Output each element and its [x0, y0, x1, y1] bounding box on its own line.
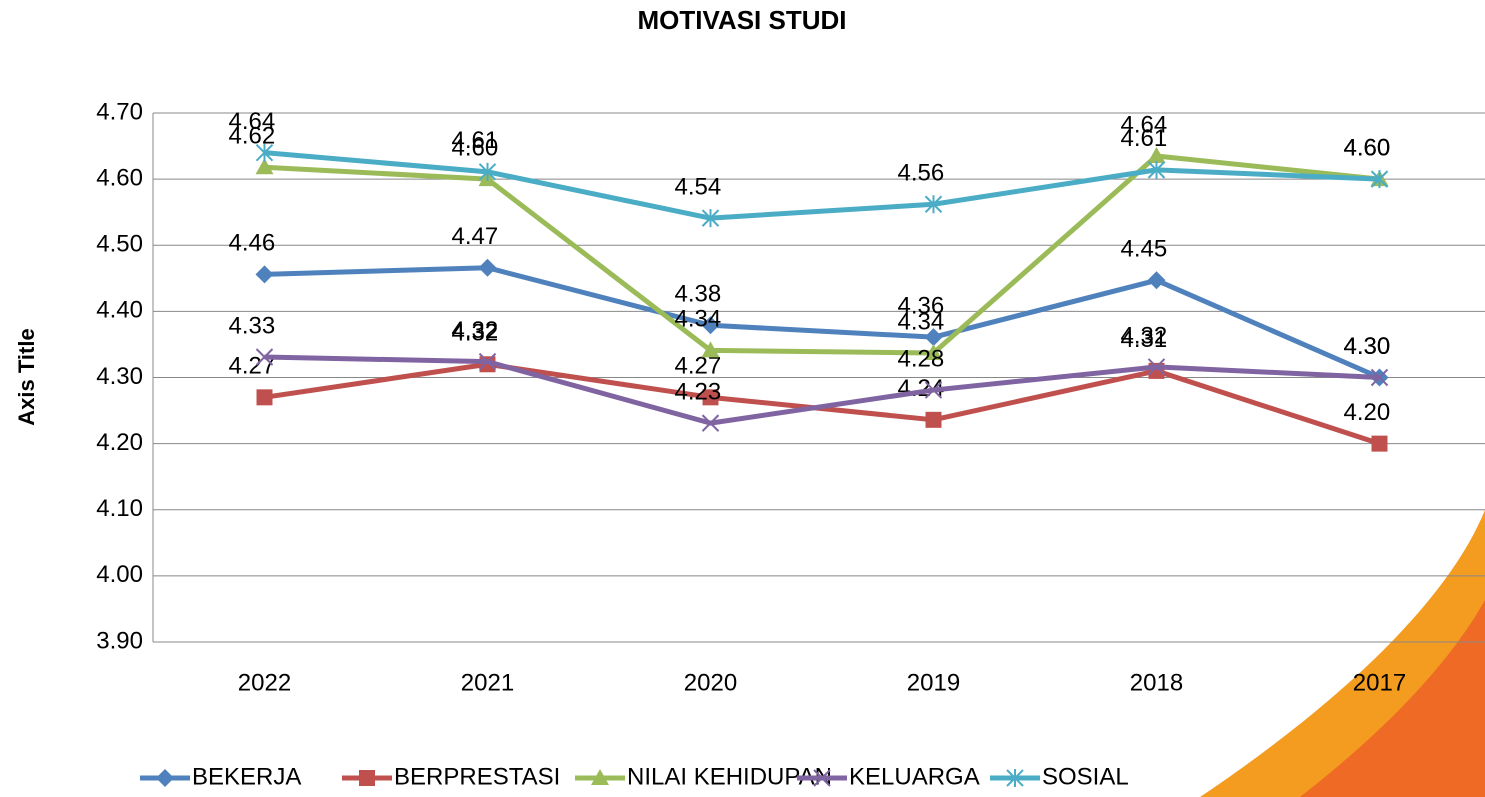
x-tick-label: 2021 [461, 669, 514, 696]
point [1370, 368, 1389, 387]
series-line [264, 265, 1381, 380]
data-label: 4.46 [229, 230, 276, 257]
data-label: 4.33 [229, 312, 276, 339]
series-line [264, 153, 1380, 356]
data-label: 4.32 [452, 317, 499, 344]
point [255, 348, 274, 366]
legend-marker [156, 769, 174, 787]
y-tick-label: 4.50 [96, 231, 143, 258]
data-label: 4.60 [452, 134, 499, 161]
point [1371, 435, 1388, 452]
y-axis-title: Axis Title [14, 328, 39, 425]
decoration [1300, 600, 1485, 797]
point [701, 414, 720, 432]
point [924, 195, 943, 214]
data-label: 4.32 [452, 320, 499, 347]
point [256, 389, 273, 406]
point [702, 389, 719, 406]
point [1147, 271, 1166, 290]
y-tick-label: 4.20 [96, 429, 143, 456]
y-tick-label: 3.90 [96, 627, 143, 654]
data-label: 4.30 [1344, 333, 1391, 360]
data-label: 4.38 [675, 281, 722, 308]
data-label: 4.34 [898, 308, 945, 335]
legend-marker [1006, 769, 1024, 787]
data-label: 4.34 [675, 306, 722, 333]
legend-marker [813, 769, 831, 787]
legend-label: KELUARGA [849, 763, 980, 790]
y-tick-label: 4.40 [96, 297, 143, 324]
x-tick-label: 2018 [1130, 669, 1183, 696]
point [924, 344, 943, 361]
data-label: 4.23 [675, 378, 722, 405]
point [924, 381, 943, 399]
data-label: 4.64 [1121, 111, 1168, 138]
point [255, 265, 274, 284]
point [701, 209, 720, 228]
point [925, 411, 942, 428]
data-label: 4.36 [898, 293, 945, 320]
data-label: 4.62 [229, 123, 276, 150]
legend-marker [359, 770, 375, 786]
data-label: 4.31 [1121, 326, 1168, 353]
data-label: 4.61 [452, 127, 499, 154]
series-line [264, 361, 1381, 447]
data-label: 4.20 [1344, 399, 1391, 426]
data-label: 4.47 [452, 223, 499, 250]
y-tick-label: 4.70 [96, 98, 143, 125]
data-label: 4.45 [1121, 236, 1168, 263]
x-tick-label: 2019 [907, 669, 960, 696]
point [924, 328, 943, 347]
data-label: 4.56 [898, 160, 945, 187]
point [1147, 160, 1166, 179]
data-label: 4.60 [1344, 134, 1391, 161]
x-tick-label: 2017 [1353, 669, 1406, 696]
x-tick-label: 2022 [238, 669, 291, 696]
point [478, 352, 497, 371]
y-tick-label: 4.60 [96, 164, 143, 191]
series-line [264, 150, 1380, 221]
point [1370, 170, 1389, 189]
data-label: 4.28 [898, 345, 945, 372]
legend-label: SOSIAL [1042, 763, 1129, 790]
legend-label: BERPRESTASI [394, 763, 560, 790]
legend-marker [591, 769, 609, 785]
y-tick-label: 4.00 [96, 561, 143, 588]
point [478, 162, 497, 181]
series-line [264, 354, 1380, 426]
y-tick-label: 4.10 [96, 495, 143, 522]
y-tick-label: 4.30 [96, 363, 143, 390]
data-label: 4.64 [229, 108, 276, 135]
data-label: 4.60 [1344, 134, 1391, 161]
data-label: 4.30 [1344, 333, 1391, 360]
x-tick-label: 2020 [684, 669, 737, 696]
point [701, 341, 720, 358]
legend-label: BEKERJA [192, 763, 301, 790]
data-label: 4.54 [675, 173, 722, 200]
point [1147, 146, 1166, 163]
point [701, 316, 720, 335]
data-label: 4.32 [1121, 322, 1168, 349]
point [1147, 358, 1166, 376]
point [478, 258, 497, 277]
data-label: 4.61 [1121, 125, 1168, 152]
chart-title: MOTIVASI STUDI [638, 5, 847, 35]
point [255, 143, 274, 162]
point [255, 158, 274, 175]
